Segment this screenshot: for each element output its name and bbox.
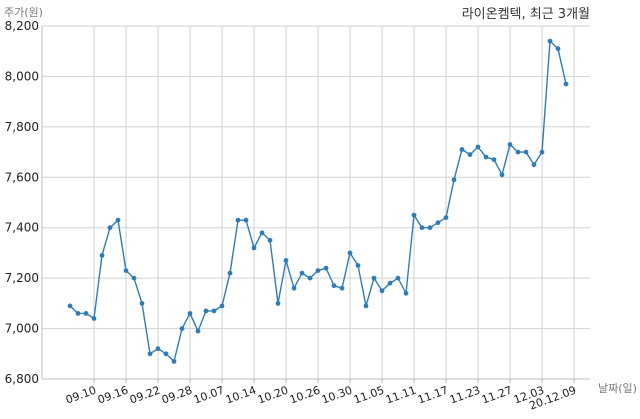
data-point [131, 275, 137, 281]
data-point [299, 270, 305, 276]
data-point [419, 225, 425, 231]
data-point [387, 280, 393, 286]
chart-title: 라이온켐텍, 최근 3개월 [462, 7, 590, 22]
data-point [155, 346, 161, 352]
x-tick-label: 09.22 [128, 384, 162, 407]
data-point [491, 157, 497, 163]
data-point [267, 237, 273, 243]
chart-grid [41, 25, 590, 380]
x-axis-ticks: 09.1009.1609.2209.2810.0710.1410.2010.26… [64, 379, 578, 413]
data-point [363, 303, 369, 309]
data-point [115, 217, 121, 223]
x-axis-label: 날짜(일) [598, 381, 637, 395]
data-point [531, 162, 537, 168]
data-point [555, 46, 561, 52]
data-point [83, 311, 89, 316]
data-point [331, 283, 337, 289]
y-tick-label: 7,800 [5, 120, 39, 134]
data-point [195, 328, 201, 334]
x-tick-label: 10.30 [320, 384, 354, 407]
data-point [467, 152, 473, 158]
data-point [403, 290, 409, 296]
data-point [275, 301, 281, 306]
data-point [355, 263, 361, 268]
data-point [451, 177, 457, 183]
data-point [227, 270, 233, 276]
data-point [283, 258, 289, 263]
data-point [187, 311, 193, 316]
x-tick-label: 10.14 [224, 384, 258, 407]
data-point [75, 311, 81, 316]
x-tick-label: 09.28 [160, 384, 194, 407]
data-point [219, 303, 225, 309]
data-point [499, 172, 505, 178]
data-point [315, 268, 321, 273]
data-point [323, 265, 329, 271]
data-point [507, 142, 513, 147]
data-point [163, 351, 169, 357]
data-point [523, 149, 529, 155]
x-tick-label: 11.17 [416, 384, 450, 407]
x-tick-label: 09.16 [96, 384, 130, 407]
data-point [347, 250, 353, 256]
data-point [427, 225, 433, 231]
data-point [483, 154, 489, 160]
data-point [459, 147, 465, 152]
x-tick-label: 11.23 [448, 384, 482, 407]
y-tick-label: 8,200 [5, 19, 39, 33]
data-point [123, 268, 129, 273]
data-point [435, 220, 441, 226]
y-tick-label: 7,000 [5, 322, 39, 336]
data-point [443, 215, 449, 221]
data-point [251, 245, 257, 251]
x-tick-label: 10.26 [288, 384, 322, 407]
data-point [139, 301, 145, 306]
data-point [179, 326, 185, 331]
data-point [171, 359, 177, 364]
data-point [307, 275, 313, 281]
x-tick-label: 10.20 [256, 384, 290, 407]
y-axis-ticks: 6,800 7,000 7,200 7,400 7,600 7,800 8,000 8,200 [5, 19, 39, 386]
data-point [475, 144, 481, 150]
data-point [547, 38, 553, 44]
y-tick-label: 7,400 [5, 221, 39, 235]
y-tick-label: 7,600 [5, 170, 39, 184]
data-point [395, 275, 401, 281]
x-tick-label: 11.11 [384, 384, 418, 407]
y-axis-label: 주가(원) [4, 6, 43, 19]
data-point [411, 212, 417, 218]
data-point [147, 351, 153, 357]
data-point [211, 308, 217, 314]
data-point [203, 308, 209, 314]
data-point [91, 316, 97, 321]
x-tick-label: 10.07 [192, 384, 226, 407]
x-tick-label: 09.10 [64, 384, 98, 407]
y-tick-label: 8,000 [5, 69, 39, 83]
x-tick-label: 11.05 [352, 384, 386, 407]
data-point [539, 149, 545, 155]
data-point [235, 217, 241, 223]
data-point [379, 288, 385, 294]
data-point [99, 253, 105, 258]
data-point [563, 81, 569, 87]
data-point [339, 285, 345, 291]
y-tick-label: 7,200 [5, 271, 39, 285]
y-tick-label: 6,800 [5, 372, 39, 386]
data-point [67, 303, 73, 309]
data-point [259, 230, 265, 236]
x-tick-label: 11.27 [480, 384, 514, 407]
data-point [371, 275, 377, 281]
data-point [515, 149, 521, 155]
data-point [291, 285, 297, 291]
price-series [67, 38, 569, 364]
data-point [243, 217, 249, 223]
data-point [107, 225, 113, 231]
